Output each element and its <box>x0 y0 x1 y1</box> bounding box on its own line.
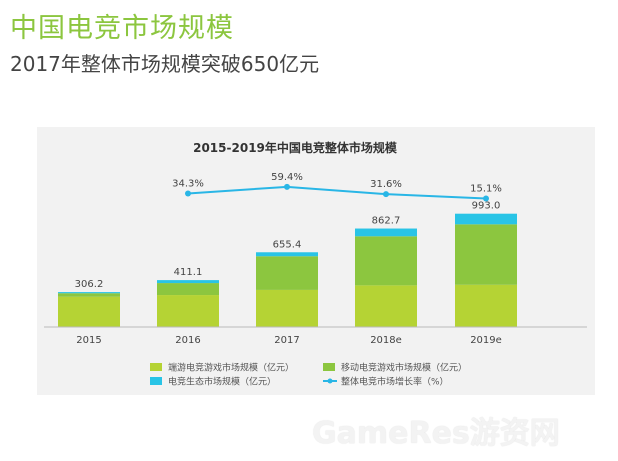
total-label-2015: 306.2 <box>75 279 104 290</box>
bars-group <box>58 213 517 327</box>
bar-segment-2017-s0 <box>256 289 318 327</box>
bar-segment-2015-s1 <box>58 293 120 297</box>
legend-label-mobile: 移动电竞游戏市场规模（亿元） <box>341 362 467 374</box>
bar-segment-2017-s2 <box>256 252 318 257</box>
bar-segment-2016-s0 <box>157 295 219 327</box>
legend-swatch-mobile <box>323 363 335 371</box>
growth-line-group: 34.3% 59.4% 31.6% 15.1% <box>172 172 502 202</box>
bar-segment-2017-s1 <box>256 256 318 290</box>
page-subtitle: 2017年整体市场规模突破650亿元 <box>10 52 320 76</box>
x-tick-labels: 2015 2016 2017 2018e 2019e <box>76 335 502 346</box>
x-tick-2019e: 2019e <box>470 335 502 346</box>
growth-label-2016: 34.3% <box>172 178 204 189</box>
total-labels: 306.2 411.1 655.4 862.7 993.0 <box>75 201 501 290</box>
growth-point-2017 <box>284 183 290 190</box>
x-tick-2018e: 2018e <box>370 335 402 346</box>
total-label-2016: 411.1 <box>174 267 203 278</box>
page-title: 中国电竞市场规模 <box>10 13 234 44</box>
bar-segment-2018e-s0 <box>355 285 417 327</box>
bar-segment-2019e-s0 <box>455 284 517 327</box>
growth-label-2019e: 15.1% <box>470 184 502 195</box>
growth-label-2018e: 31.6% <box>370 179 402 190</box>
bar-segment-2016-s2 <box>157 280 219 284</box>
chart-title: 2015-2019年中国电竞整体市场规模 <box>193 140 398 155</box>
total-label-2019e: 993.0 <box>472 201 501 212</box>
bar-segment-2019e-s2 <box>455 213 517 225</box>
growth-point-2018e <box>383 191 389 198</box>
legend-swatch-dot-growth <box>327 378 333 384</box>
bar-segment-2015-s0 <box>58 296 120 327</box>
x-tick-2015: 2015 <box>76 335 101 346</box>
bar-segment-2019e-s1 <box>455 224 517 285</box>
bar-segment-2018e-s2 <box>355 228 417 237</box>
x-tick-2017: 2017 <box>274 335 299 346</box>
growth-line <box>187 185 487 200</box>
total-label-2018e: 862.7 <box>372 216 401 227</box>
legend-swatch-client <box>150 363 162 371</box>
legend-label-growth: 整体电竞市场增长率（%） <box>341 376 449 388</box>
growth-label-2017: 59.4% <box>271 172 303 183</box>
legend-label-client: 端游电竞游戏市场规模（亿元） <box>168 362 294 374</box>
bar-segment-2015-s2 <box>58 292 120 294</box>
legend-label-ecosystem: 电竞生态市场规模（亿元） <box>168 376 276 388</box>
watermark: GameRes游资网 <box>312 416 560 451</box>
bar-segment-2018e-s1 <box>355 236 417 286</box>
legend: 端游电竞游戏市场规模（亿元） 移动电竞游戏市场规模（亿元） 电竞生态市场规模（亿元）… <box>150 362 467 388</box>
growth-point-2016 <box>185 190 191 197</box>
total-label-2017: 655.4 <box>273 239 302 250</box>
legend-swatch-ecosystem <box>150 377 162 385</box>
growth-point-2019e <box>483 195 489 202</box>
x-tick-2016: 2016 <box>175 335 200 346</box>
bar-segment-2016-s1 <box>157 283 219 296</box>
